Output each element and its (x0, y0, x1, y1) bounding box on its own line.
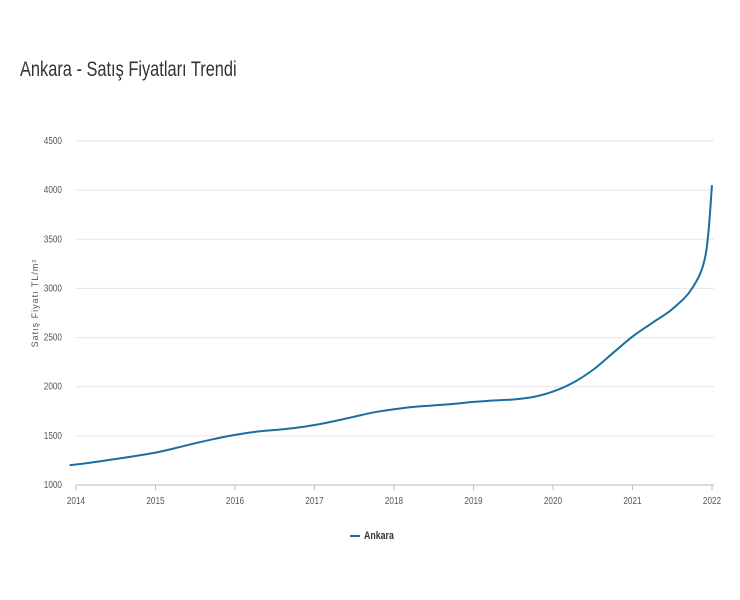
legend-swatch (350, 535, 360, 537)
y-tick-label: 3500 (44, 234, 62, 245)
y-tick-label: 4500 (44, 135, 62, 146)
x-tick-label: 2016 (226, 495, 244, 506)
grid-lines (76, 140, 714, 486)
x-tick-label: 2022 (703, 495, 721, 506)
x-tick-label: 2017 (305, 495, 323, 506)
y-axis-ticks: 1000 1500 2000 2500 3000 3500 4000 4500 (44, 135, 62, 490)
x-tick-label: 2014 (67, 495, 85, 506)
y-tick-label: 3000 (44, 283, 62, 294)
x-tick-label: 2021 (623, 495, 641, 506)
x-tick-label: 2020 (544, 495, 562, 506)
chart-title: Ankara - Satış Fiyatları Trendi (20, 58, 237, 81)
y-tick-label: 1500 (44, 430, 62, 441)
legend-item-ankara[interactable]: Ankara (364, 530, 394, 542)
y-axis-label: Satış Fiyatı TL/m² (30, 259, 40, 348)
x-axis-ticks: 2014 2015 2016 2017 2018 2019 2020 2021 2022 (67, 485, 721, 506)
y-tick-label: 1000 (44, 479, 62, 490)
y-tick-label: 4000 (44, 184, 62, 195)
x-tick-label: 2019 (464, 495, 482, 506)
series-group (69, 185, 713, 467)
legend[interactable]: Ankara (350, 530, 401, 542)
y-tick-label: 2500 (44, 332, 62, 343)
series-line-ankara[interactable] (69, 185, 713, 467)
x-tick-label: 2015 (146, 495, 164, 506)
x-tick-label: 2018 (385, 495, 403, 506)
y-tick-label: 2000 (44, 381, 62, 392)
